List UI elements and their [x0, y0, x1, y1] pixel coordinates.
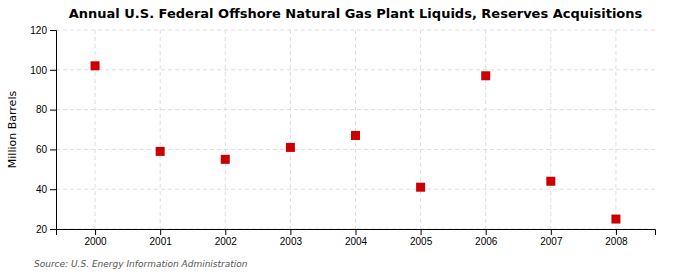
tick-mark [50, 229, 56, 230]
axis-line [50, 31, 57, 230]
tick-label: 2001 [150, 236, 173, 247]
tick-mark [50, 189, 56, 190]
plot: 2000 2001 2002 2003 2004 2005 2006 2007 2008 20 40… [30, 25, 655, 247]
tick: 80 [36, 104, 56, 115]
tick-mark [225, 229, 226, 235]
tick-mark [421, 229, 422, 235]
tick-label: 2004 [345, 236, 368, 247]
tick-mark [551, 229, 552, 235]
point [416, 183, 425, 192]
tick-mark [160, 229, 161, 235]
y-axis: 20 40 60 80 100 120 [30, 25, 56, 235]
tick-mark [356, 229, 357, 235]
tick: 2008 [605, 229, 628, 247]
point [91, 61, 100, 70]
points [91, 61, 621, 223]
tick: 100 [30, 65, 56, 76]
chart: 2000 2001 2002 2003 2004 2005 2006 2007 2008 20 40… [0, 0, 675, 275]
tick: 40 [36, 184, 56, 195]
tick-mark [616, 229, 617, 235]
tick: 120 [30, 25, 56, 36]
point [156, 147, 165, 156]
point [221, 155, 230, 164]
tick-label: 2005 [410, 236, 433, 247]
tick-label: 60 [36, 144, 48, 155]
tick-label: 2007 [540, 236, 563, 247]
y-axis-label: Million Barrels [6, 91, 19, 169]
tick: 2004 [345, 229, 368, 247]
tick-label: 40 [36, 184, 48, 195]
point [546, 177, 555, 186]
grid [56, 30, 655, 229]
tick-label: 2008 [605, 236, 628, 247]
tick-mark [290, 229, 291, 235]
tick-label: 20 [36, 224, 48, 235]
grid-line [160, 30, 161, 229]
tick: 20 [36, 224, 56, 235]
grid-line [355, 30, 356, 229]
grid-line [95, 30, 96, 229]
tick: 2005 [410, 229, 433, 247]
tick-label: 80 [36, 104, 48, 115]
tick: 2000 [84, 229, 107, 247]
tick-mark [50, 110, 56, 111]
tick-label: 2002 [215, 236, 238, 247]
grid-line [485, 30, 486, 229]
grid-line [420, 30, 421, 229]
grid-line [225, 30, 226, 229]
point [481, 71, 490, 80]
point [611, 215, 620, 224]
tick: 2007 [540, 229, 563, 247]
grid-line [56, 69, 655, 70]
grid-line [615, 30, 616, 229]
title: Annual U.S. Federal Offshore Natural Gas… [69, 6, 643, 21]
annotation: Source: U.S. Energy Information Administ… [34, 259, 248, 269]
point [351, 131, 360, 140]
tick: 2006 [475, 229, 498, 247]
tick-label: 2000 [84, 236, 107, 247]
tick: 2002 [215, 229, 238, 247]
axis-line [57, 230, 656, 236]
grid-line [56, 189, 655, 190]
tick: 2003 [280, 229, 303, 247]
tick-mark [486, 229, 487, 235]
grid-line [290, 30, 291, 229]
tick-label: 2003 [280, 236, 303, 247]
tick-label: 2006 [475, 236, 498, 247]
tick: 60 [36, 144, 56, 155]
tick: 2001 [150, 229, 173, 247]
tick-label: 120 [30, 25, 47, 36]
tick-label: 100 [30, 65, 47, 76]
tick-mark [50, 30, 56, 31]
tick-mark [95, 229, 96, 235]
point [286, 143, 295, 152]
tick-mark [50, 149, 56, 150]
x-axis: 2000 2001 2002 2003 2004 2005 2006 2007 2008 [57, 229, 656, 247]
tick-mark [50, 70, 56, 71]
grid-line [550, 30, 551, 229]
